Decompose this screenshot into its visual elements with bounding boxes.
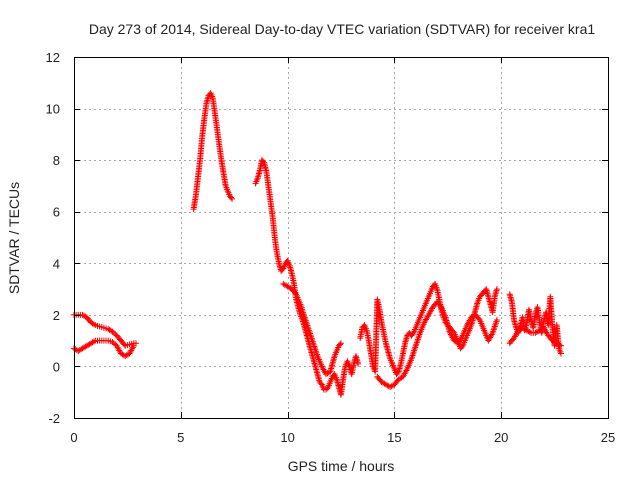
data-point	[121, 341, 128, 348]
data-point	[90, 338, 97, 345]
data-point	[279, 266, 286, 273]
data-point	[110, 329, 117, 336]
data-point	[292, 289, 299, 296]
data-point	[355, 360, 362, 367]
y-tick-label: 12	[46, 50, 60, 65]
y-tick-label: 2	[53, 308, 60, 323]
data-point	[336, 341, 343, 348]
x-tick-label: 0	[70, 430, 77, 445]
y-axis-label: SDTVAR / TECUs	[6, 182, 22, 294]
data-point	[558, 342, 565, 349]
data-point	[324, 385, 331, 392]
y-tick-label: -2	[48, 411, 60, 426]
series-midday-lower	[374, 298, 500, 391]
y-tick-label: 0	[53, 359, 60, 374]
series-main-decline	[252, 157, 362, 398]
data-point	[493, 317, 500, 324]
x-tick-label: 10	[280, 430, 294, 445]
data-point	[338, 340, 344, 347]
data-point	[437, 302, 444, 309]
data-point	[109, 338, 116, 345]
data-point	[493, 286, 500, 293]
series-evening	[506, 291, 565, 357]
series-evening-lower	[506, 324, 565, 349]
series-main-decline-upper	[280, 280, 344, 378]
data-point	[394, 369, 401, 376]
data-point	[130, 342, 137, 349]
y-tick-label: 10	[46, 102, 60, 117]
x-tick-label: 5	[177, 430, 184, 445]
series-early-upper	[71, 311, 139, 349]
x-tick-label: 20	[494, 430, 508, 445]
data-points	[71, 90, 565, 398]
x-axis-label: GPS time / hours	[288, 458, 395, 474]
x-tick-label: 25	[601, 430, 615, 445]
chart-title: Day 273 of 2014, Sidereal Day-to-day VTE…	[89, 21, 595, 37]
axis-ticks	[74, 57, 609, 419]
data-point	[260, 158, 267, 165]
x-tick-labels: 0 5 10 15 20 25	[70, 430, 615, 445]
y-tick-label: 4	[53, 256, 60, 271]
data-point	[409, 331, 416, 338]
data-point	[475, 315, 482, 322]
series-morning-peak	[190, 90, 236, 213]
data-point	[109, 328, 116, 335]
data-point	[526, 329, 533, 336]
data-point	[458, 344, 465, 351]
x-tick-label: 15	[387, 430, 401, 445]
y-tick-labels: -2 0 2 4 6 8 10 12	[46, 50, 60, 426]
plot-frame	[74, 57, 609, 419]
data-point	[558, 350, 565, 357]
y-tick-label: 8	[53, 153, 60, 168]
series-midday	[357, 280, 500, 378]
grid	[74, 57, 608, 418]
data-point	[317, 380, 324, 387]
y-tick-label: 6	[53, 205, 60, 220]
data-point	[90, 321, 97, 328]
data-point	[110, 340, 117, 347]
data-point	[227, 194, 234, 201]
series-early-lower	[71, 337, 137, 360]
data-point	[229, 195, 236, 202]
data-point	[556, 341, 563, 348]
